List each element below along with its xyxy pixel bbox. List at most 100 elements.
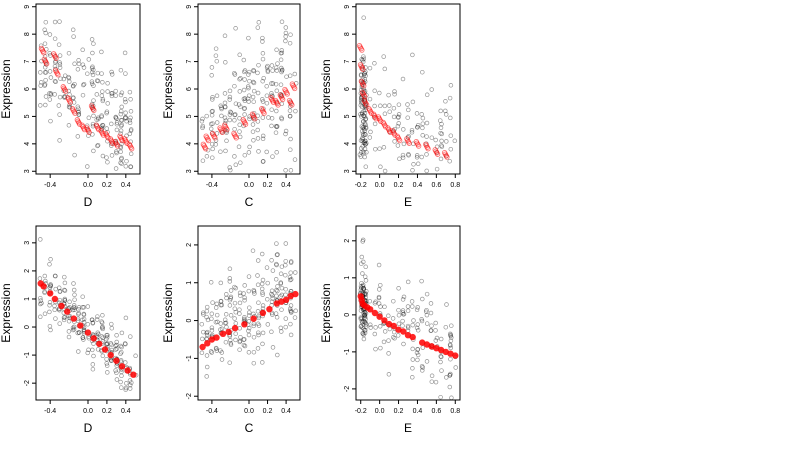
fitted-point	[41, 50, 47, 56]
observed-point	[128, 127, 134, 132]
observed-point	[222, 100, 228, 106]
observed-point	[251, 289, 257, 294]
observed-point	[38, 314, 43, 320]
fitted-point	[55, 72, 61, 78]
observed-point	[429, 379, 435, 384]
observed-point	[219, 326, 225, 332]
observed-point	[283, 128, 289, 134]
observed-point	[227, 88, 233, 94]
observed-point	[400, 297, 406, 302]
y-tick-label: -1	[344, 349, 351, 355]
y-tick-label: 4	[344, 142, 351, 146]
observed-point	[414, 155, 420, 160]
observed-point	[264, 265, 270, 270]
observed-point	[279, 264, 285, 269]
observed-point	[219, 113, 224, 119]
observed-point	[242, 106, 247, 112]
observed-point	[219, 350, 225, 355]
observed-point	[210, 121, 215, 126]
observed-point	[99, 334, 105, 339]
observed-point	[119, 104, 124, 110]
observed-point	[214, 312, 220, 318]
observed-point	[99, 114, 104, 120]
observed-point	[58, 76, 63, 81]
observed-point	[269, 288, 275, 294]
observed-point	[405, 308, 411, 314]
observed-point	[251, 287, 256, 293]
y-tick-label: 1	[186, 281, 193, 285]
y-tick-label: 8	[186, 32, 193, 36]
observed-point	[57, 94, 63, 100]
x-tick-label: 0.0	[375, 182, 385, 189]
observed-point	[363, 138, 368, 144]
observed-point	[213, 138, 219, 143]
fitted-point	[86, 129, 92, 136]
observed-point	[261, 159, 266, 164]
observed-point	[264, 149, 269, 155]
observed-point	[363, 320, 369, 326]
fitted-point	[47, 290, 54, 297]
observed-point	[223, 104, 228, 110]
observed-point	[100, 326, 106, 332]
observed-point	[363, 295, 368, 300]
observed-point	[48, 282, 53, 287]
observed-point	[361, 133, 366, 138]
observed-point	[242, 152, 248, 158]
observed-point	[359, 254, 365, 260]
fitted-point	[242, 121, 249, 127]
observed-point	[223, 148, 228, 154]
x-tick-label: 0.4	[281, 408, 291, 415]
observed-point	[438, 118, 443, 123]
observed-point	[228, 109, 233, 115]
observed-point	[200, 310, 206, 315]
observed-point	[424, 359, 430, 364]
observed-point	[439, 131, 445, 137]
fitted-point	[233, 135, 239, 141]
observed-point	[363, 141, 368, 147]
observed-point	[42, 82, 48, 87]
observed-point	[361, 113, 367, 119]
observed-point	[401, 127, 406, 132]
observed-point	[53, 286, 58, 292]
x-tick-label: 0.2	[394, 408, 404, 415]
observed-point	[265, 280, 270, 286]
observed-point	[400, 155, 406, 160]
observed-point	[410, 99, 416, 105]
fitted-point	[378, 118, 384, 125]
observed-point	[420, 345, 426, 350]
observed-point	[363, 291, 368, 296]
observed-point	[410, 366, 415, 371]
observed-point	[57, 112, 62, 117]
observed-point	[47, 32, 53, 37]
observed-point	[428, 328, 434, 334]
observed-point	[362, 110, 368, 116]
observed-point	[434, 335, 440, 341]
observed-point	[99, 71, 104, 76]
observed-point	[251, 67, 256, 73]
observed-point	[360, 58, 365, 63]
observed-point	[118, 128, 124, 133]
fitted-point	[400, 328, 407, 335]
observed-point	[429, 323, 434, 328]
observed-point	[94, 117, 99, 122]
fitted-point	[381, 317, 388, 324]
observed-point	[420, 368, 425, 373]
observed-point	[89, 317, 95, 323]
observed-point	[405, 279, 411, 285]
y-tick-label: 0	[24, 325, 31, 329]
observed-point	[105, 159, 110, 165]
observed-point	[274, 88, 280, 94]
observed-point	[72, 61, 77, 67]
y-axis-label: Expression	[161, 283, 175, 342]
observed-point	[118, 351, 123, 356]
observed-point	[75, 104, 81, 109]
observed-point	[448, 343, 453, 348]
observed-point	[362, 114, 368, 120]
observed-point	[214, 348, 220, 353]
observed-point	[228, 313, 234, 318]
observed-point	[94, 78, 100, 83]
observed-point	[62, 296, 68, 302]
observed-point	[386, 92, 391, 98]
observed-point	[382, 111, 388, 117]
observed-point	[47, 69, 53, 74]
